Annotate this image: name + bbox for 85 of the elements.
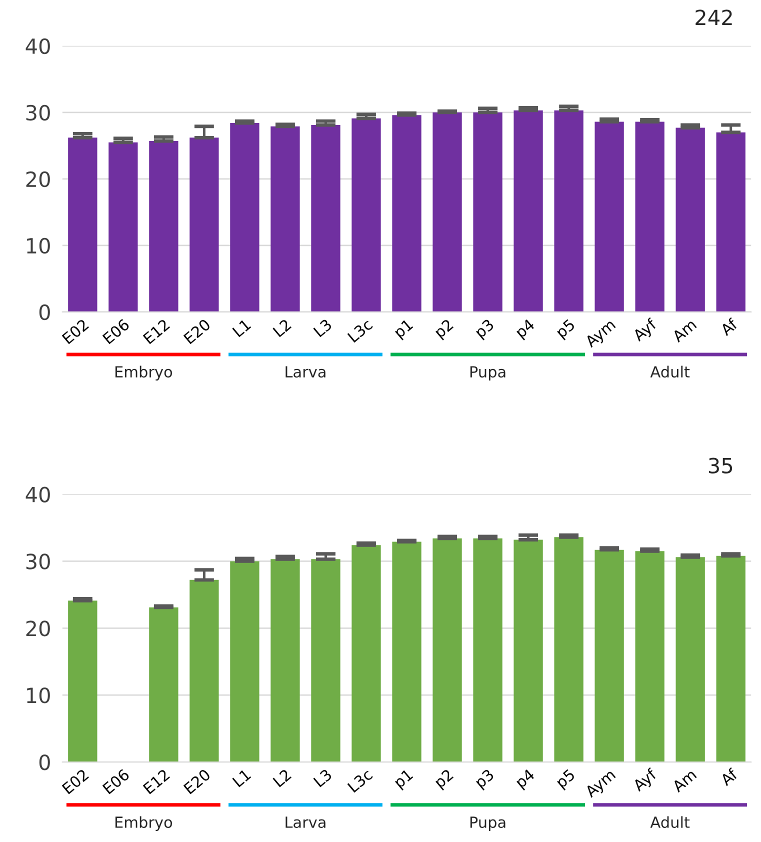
bar <box>676 557 705 762</box>
x-tick-label: L3 <box>313 768 332 788</box>
x-tick-label: Ayf <box>632 767 660 794</box>
x-tick-label: L2 <box>272 768 292 788</box>
chart-title: 242 <box>696 10 732 26</box>
bar <box>352 118 381 312</box>
y-tick-label: 10 <box>27 238 50 254</box>
bar <box>716 132 746 312</box>
bar <box>716 556 746 762</box>
x-tick-label: p4 <box>514 768 538 790</box>
bar <box>594 550 624 762</box>
text: Embryo <box>115 816 172 831</box>
bar <box>311 559 340 762</box>
y-tick-label: 10 <box>27 688 50 704</box>
y-tick-label: 0 <box>39 304 50 320</box>
x-tick-label: L1 <box>232 318 252 338</box>
x-tick-label: Af <box>719 317 739 336</box>
text: Larva <box>286 816 326 828</box>
x-tick-label: E20 <box>183 768 212 794</box>
x-tick-label: p3 <box>474 318 496 340</box>
x-tick-label: L3c <box>347 768 374 793</box>
bar <box>473 538 502 762</box>
bar <box>352 545 381 762</box>
bar <box>432 538 462 762</box>
x-tick-label: p3 <box>474 768 496 790</box>
bar <box>635 122 664 312</box>
x-tick-label: p5 <box>555 768 578 790</box>
bar <box>311 125 340 312</box>
x-tick-label: L2 <box>272 318 292 338</box>
x-tick-label: E12 <box>142 768 170 794</box>
y-tick-label: 20 <box>26 171 50 188</box>
x-tick-label: p1 <box>393 768 416 790</box>
y-tick-label: 0 <box>39 754 50 770</box>
bar <box>149 607 178 762</box>
x-tick-label: E02 <box>62 318 90 344</box>
bar <box>514 110 543 312</box>
x-tick-label: p1 <box>393 318 416 340</box>
x-tick-label: Am <box>671 768 697 793</box>
x-tick-label: p4 <box>514 318 538 340</box>
bar <box>432 112 462 312</box>
x-tick-label: L3c <box>347 318 374 343</box>
x-tick-label: E20 <box>183 318 212 344</box>
text: Adult <box>650 816 690 828</box>
bar <box>676 128 705 312</box>
y-tick-label: 30 <box>26 104 50 121</box>
y-tick-label: 20 <box>26 620 50 636</box>
text: Pupa <box>470 366 506 381</box>
bar <box>270 559 300 762</box>
y-tick-label: 40 <box>26 38 50 54</box>
bar <box>635 551 664 762</box>
y-tick-label: 40 <box>26 486 50 502</box>
bar <box>108 142 138 312</box>
x-tick-label: E06 <box>102 768 130 794</box>
x-tick-label: L1 <box>232 768 252 788</box>
bar <box>190 580 219 762</box>
text: Pupa <box>470 816 506 831</box>
text: Embryo <box>115 366 172 381</box>
bar <box>392 542 422 762</box>
bar <box>514 540 543 762</box>
x-tick-label: Am <box>671 318 697 343</box>
bar <box>270 126 300 312</box>
bar <box>68 138 98 312</box>
text: Larva <box>286 366 326 378</box>
chart-title: 35 <box>708 458 732 474</box>
bar <box>473 112 502 312</box>
x-tick-label: p2 <box>434 768 456 790</box>
bar <box>190 138 219 312</box>
bar <box>149 141 178 312</box>
bar <box>230 561 260 762</box>
bar <box>554 537 584 762</box>
x-tick-label: E12 <box>142 318 170 344</box>
bar <box>594 122 624 312</box>
x-tick-label: E06 <box>102 318 130 344</box>
x-tick-label: Af <box>719 767 739 786</box>
x-tick-label: E02 <box>62 768 90 794</box>
x-tick-label: p5 <box>555 318 578 340</box>
bar <box>230 123 260 312</box>
y-tick-label: 30 <box>26 554 50 570</box>
x-tick-label: L3 <box>313 318 332 338</box>
bar <box>554 110 584 312</box>
bar <box>392 115 422 312</box>
bar <box>68 600 98 762</box>
x-tick-label: p2 <box>434 318 456 340</box>
text: Adult <box>650 366 690 378</box>
x-tick-label: Ayf <box>632 317 660 344</box>
